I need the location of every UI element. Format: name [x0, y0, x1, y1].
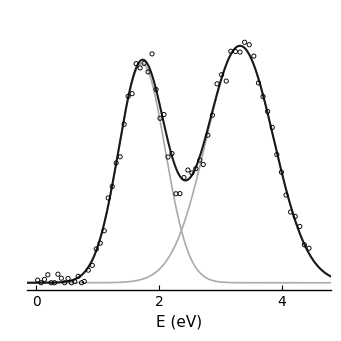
Point	[297, 224, 302, 229]
Point	[125, 93, 131, 99]
Point	[149, 51, 155, 57]
Point	[251, 53, 256, 59]
Point	[274, 152, 280, 157]
Point	[114, 160, 119, 166]
Point	[189, 170, 195, 176]
Point	[98, 240, 103, 246]
Point	[193, 166, 198, 172]
Point	[105, 195, 111, 201]
Point	[256, 80, 261, 86]
Point	[35, 278, 41, 283]
Point	[265, 109, 270, 114]
Point	[237, 49, 243, 55]
Point	[79, 280, 84, 285]
Point	[69, 280, 74, 285]
Point	[121, 122, 127, 127]
Point	[165, 154, 171, 160]
Point	[157, 116, 163, 121]
Point	[59, 276, 64, 281]
Point	[137, 65, 143, 71]
Point	[169, 151, 175, 156]
Point	[153, 87, 159, 92]
Point	[288, 209, 293, 215]
Point	[197, 158, 203, 163]
Point	[283, 192, 289, 198]
Point	[55, 271, 61, 277]
Point	[173, 191, 179, 196]
Point	[86, 267, 91, 273]
Point	[93, 246, 99, 252]
Point	[293, 214, 298, 219]
Point	[214, 81, 220, 87]
Point	[102, 228, 107, 234]
Point	[306, 246, 312, 251]
X-axis label: E (eV): E (eV)	[156, 314, 202, 329]
Point	[233, 49, 238, 54]
Point	[201, 162, 206, 167]
Point	[62, 280, 68, 285]
Point	[129, 91, 135, 97]
Point	[279, 169, 284, 175]
Point	[75, 273, 81, 279]
Point	[48, 280, 54, 285]
Point	[247, 42, 252, 47]
Point	[142, 61, 147, 66]
Point	[161, 112, 167, 117]
Point	[90, 263, 95, 268]
Point	[52, 280, 57, 285]
Point	[133, 61, 139, 66]
Point	[242, 40, 247, 45]
Point	[269, 125, 275, 130]
Point	[38, 280, 44, 285]
Point	[81, 279, 87, 284]
Point	[210, 113, 215, 118]
Point	[45, 272, 50, 278]
Point	[177, 191, 183, 196]
Point	[72, 279, 77, 284]
Point	[260, 94, 266, 99]
Point	[302, 242, 307, 248]
Point	[117, 154, 123, 160]
Point	[65, 276, 71, 281]
Point	[205, 133, 211, 138]
Point	[145, 69, 151, 75]
Point	[181, 175, 187, 180]
Point	[228, 48, 234, 54]
Point	[223, 78, 229, 84]
Point	[42, 277, 47, 282]
Point	[185, 167, 191, 173]
Point	[219, 72, 224, 77]
Point	[109, 184, 115, 189]
